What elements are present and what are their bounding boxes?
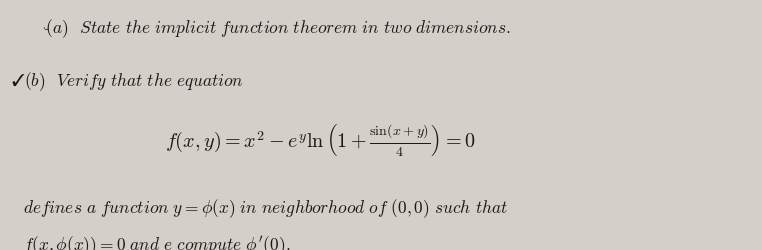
Text: $f(x, \phi(x)) = 0$$\it{\ and\ e\ compute\ }$$\phi'(0).$: $f(x, \phi(x)) = 0$$\it{\ and\ e\ comput… xyxy=(23,235,290,250)
Text: $\breve{\,}$$(a)$  $\it{State\ the\ implicit\ function\ theorem\ in\ two\ dimens: $\breve{\,}$$(a)$ $\it{State\ the\ impli… xyxy=(42,18,511,40)
Text: $f(x, y) = x^2 - e^y \ln\left(1 + \frac{\sin(x + y)}{4}\right) = 0$: $f(x, y) = x^2 - e^y \ln\left(1 + \frac{… xyxy=(165,122,475,158)
Text: $\checkmark$$(b)$  $\it{Verify\ that\ the\ equation}$: $\checkmark$$(b)$ $\it{Verify\ that\ the… xyxy=(11,70,245,93)
Text: $\it{defines\ a\ function\ }$$y = \phi(x)$$\it{\ in\ neighborhood\ of\ }$$(0, 0): $\it{defines\ a\ function\ }$$y = \phi(x… xyxy=(23,198,508,220)
